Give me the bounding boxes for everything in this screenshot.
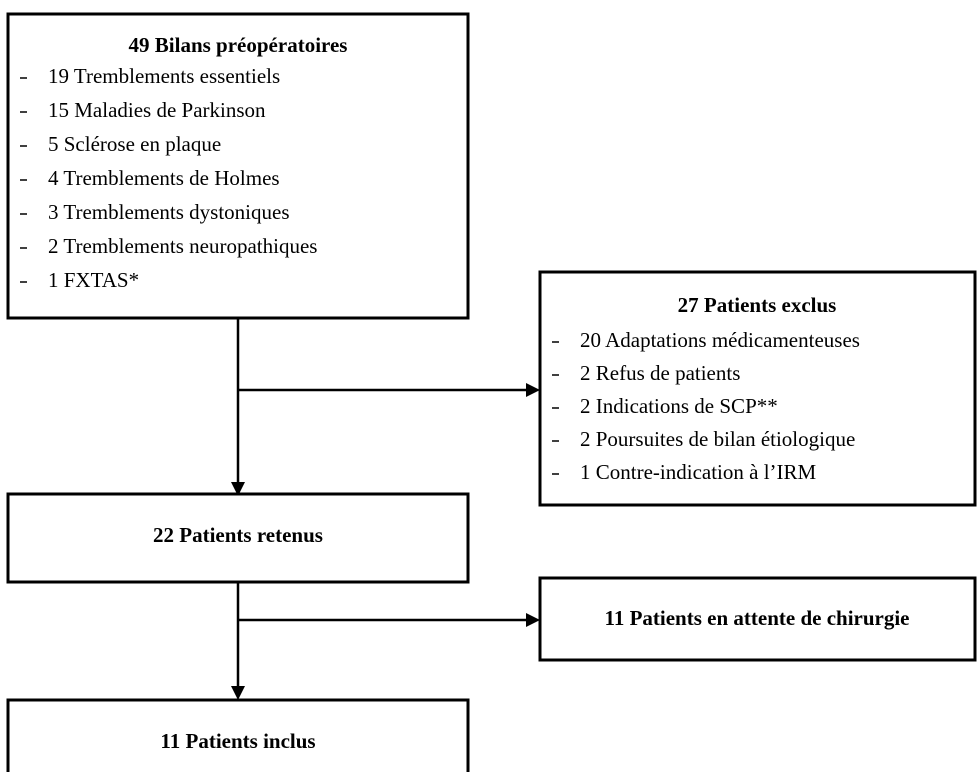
- list-item: 19 Tremblements essentiels: [48, 64, 280, 88]
- connectors: [231, 318, 540, 700]
- arrowhead: [231, 482, 245, 496]
- list-item: 5 Sclérose en plaque: [48, 132, 221, 156]
- box: [6, 698, 470, 772]
- list-item: 2 Refus de patients: [580, 361, 740, 385]
- list-item: 1 FXTAS*: [48, 268, 139, 292]
- box: [538, 270, 977, 507]
- box: [6, 492, 470, 584]
- node-title: 22 Patients retenus: [153, 523, 323, 547]
- node-title: 49 Bilans préopératoires: [129, 33, 348, 57]
- list-item: 1 Contre-indication à l’IRM: [580, 460, 817, 484]
- list-item: 20 Adaptations médicamenteuses: [580, 328, 860, 352]
- list-item: 15 Maladies de Parkinson: [48, 98, 266, 122]
- list-item: 4 Tremblements de Holmes: [48, 166, 280, 190]
- list-item: 2 Poursuites de bilan étiologique: [580, 427, 855, 451]
- node-title: 11 Patients en attente de chirurgie: [604, 606, 909, 630]
- box: [6, 12, 470, 320]
- arrowhead: [526, 613, 540, 627]
- arrowhead: [526, 383, 540, 397]
- node-title: 11 Patients inclus: [160, 729, 315, 753]
- box: [538, 576, 977, 662]
- list-item: 2 Tremblements neuropathiques: [48, 234, 317, 258]
- list-item: 3 Tremblements dystoniques: [48, 200, 290, 224]
- list-item: 2 Indications de SCP**: [580, 394, 778, 418]
- arrowhead: [231, 686, 245, 700]
- node-title: 27 Patients exclus: [678, 293, 837, 317]
